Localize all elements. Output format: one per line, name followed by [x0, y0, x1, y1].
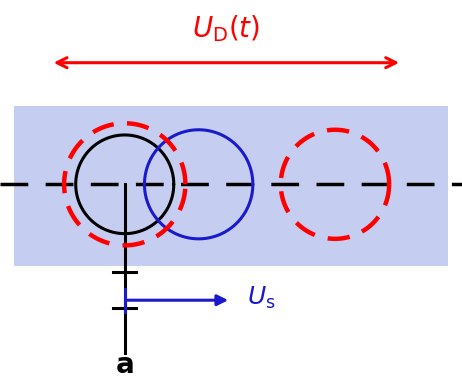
- Text: $\mathbf{a}$: $\mathbf{a}$: [116, 351, 134, 379]
- FancyBboxPatch shape: [14, 106, 448, 266]
- Text: $U_{\mathrm{D}}(t)$: $U_{\mathrm{D}}(t)$: [192, 13, 261, 44]
- Text: $U_{\mathrm{s}}$: $U_{\mathrm{s}}$: [247, 285, 276, 311]
